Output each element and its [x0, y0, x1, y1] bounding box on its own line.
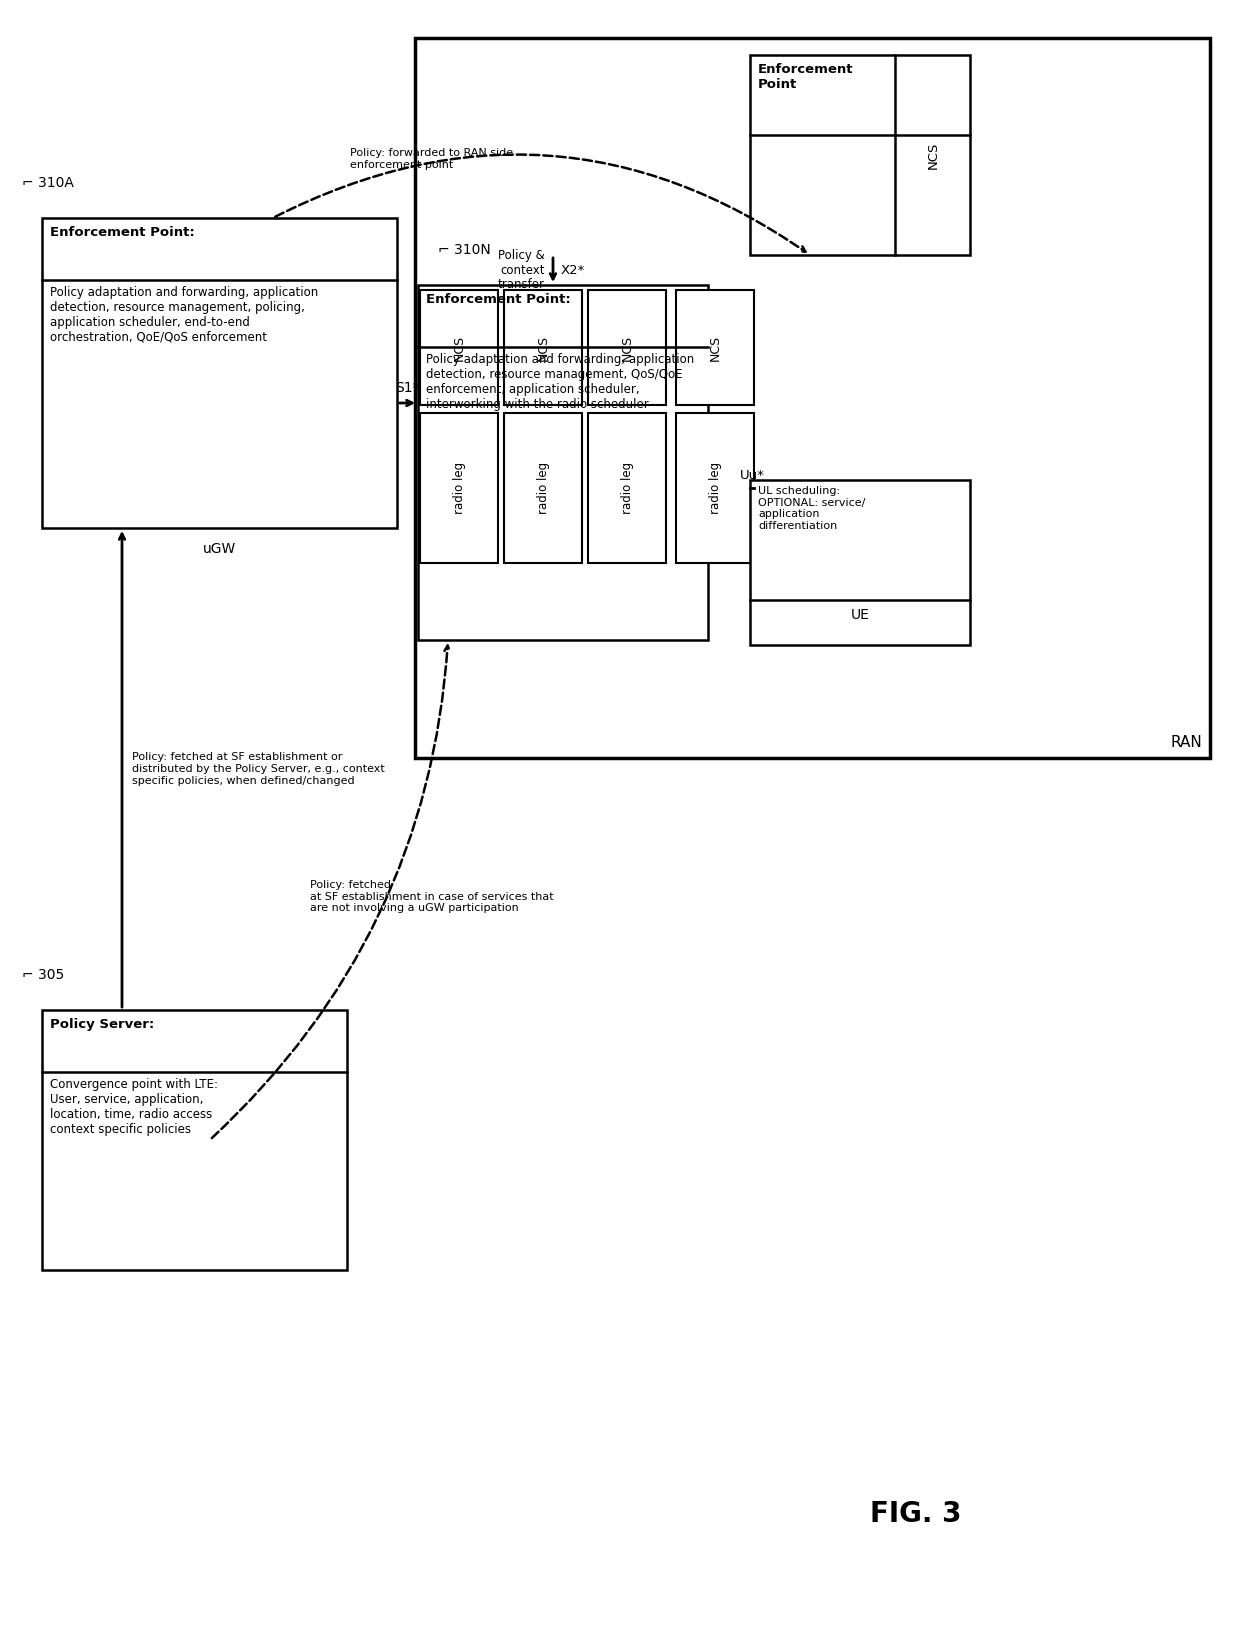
Text: radio leg: radio leg — [537, 462, 549, 514]
Text: ⌐ 310A: ⌐ 310A — [22, 176, 74, 191]
Text: Policy: fetched at SF establishment or
distributed by the Policy Server, e.g., c: Policy: fetched at SF establishment or d… — [131, 752, 384, 785]
Text: Enforcement Point:: Enforcement Point: — [50, 227, 195, 238]
Bar — [676, 412, 754, 564]
Text: ⌐ 305: ⌐ 305 — [22, 968, 64, 983]
Text: UE: UE — [851, 608, 869, 623]
Text: NCS: NCS — [620, 335, 634, 360]
Text: Policy: fetched
at SF establishment in case of services that
are not involving a: Policy: fetched at SF establishment in c… — [310, 881, 553, 914]
Text: Policy &
context
transfer: Policy & context transfer — [498, 248, 546, 291]
Bar — [503, 412, 582, 564]
Text: ⌐ 310N: ⌐ 310N — [438, 243, 491, 256]
Text: NCS: NCS — [453, 335, 465, 360]
Bar — [503, 291, 582, 406]
Text: NCS: NCS — [708, 335, 722, 360]
Text: Policy adaptation and forwarding, application
detection, resource management, Qo: Policy adaptation and forwarding, applic… — [427, 353, 694, 411]
Bar — [42, 1010, 347, 1270]
Bar — [418, 284, 708, 641]
Text: Enforcement
Point: Enforcement Point — [758, 62, 853, 90]
Bar — [676, 291, 754, 406]
Text: Uu*: Uu* — [739, 468, 764, 481]
Bar — [420, 291, 498, 406]
Bar — [750, 480, 970, 646]
Text: Policy Server:: Policy Server: — [50, 1019, 154, 1032]
Bar — [42, 219, 397, 527]
Text: Enforcement Point:: Enforcement Point: — [427, 292, 570, 306]
Text: radio leg: radio leg — [708, 462, 722, 514]
Bar — [588, 291, 666, 406]
Text: uGW: uGW — [203, 542, 236, 555]
Text: UL scheduling:
OPTIONAL: service/
application
differentiation: UL scheduling: OPTIONAL: service/ applic… — [758, 486, 866, 531]
Text: X2*: X2* — [560, 263, 585, 276]
Bar — [415, 38, 1210, 757]
Text: radio leg: radio leg — [620, 462, 634, 514]
Text: NCS: NCS — [926, 141, 940, 169]
Text: Policy: forwarded to RAN side
enforcement point: Policy: forwarded to RAN side enforcemen… — [350, 148, 513, 169]
Bar — [420, 412, 498, 564]
Text: Policy adaptation and forwarding, application
detection, resource management, po: Policy adaptation and forwarding, applic… — [50, 286, 319, 343]
Text: Convergence point with LTE:
User, service, application,
location, time, radio ac: Convergence point with LTE: User, servic… — [50, 1078, 218, 1135]
Text: FIG. 3: FIG. 3 — [870, 1500, 961, 1528]
Text: RAN: RAN — [1171, 734, 1202, 749]
Bar — [588, 412, 666, 564]
Text: NCS: NCS — [537, 335, 549, 360]
Text: S1*: S1* — [396, 381, 420, 394]
Text: radio leg: radio leg — [453, 462, 465, 514]
Bar — [750, 54, 970, 255]
